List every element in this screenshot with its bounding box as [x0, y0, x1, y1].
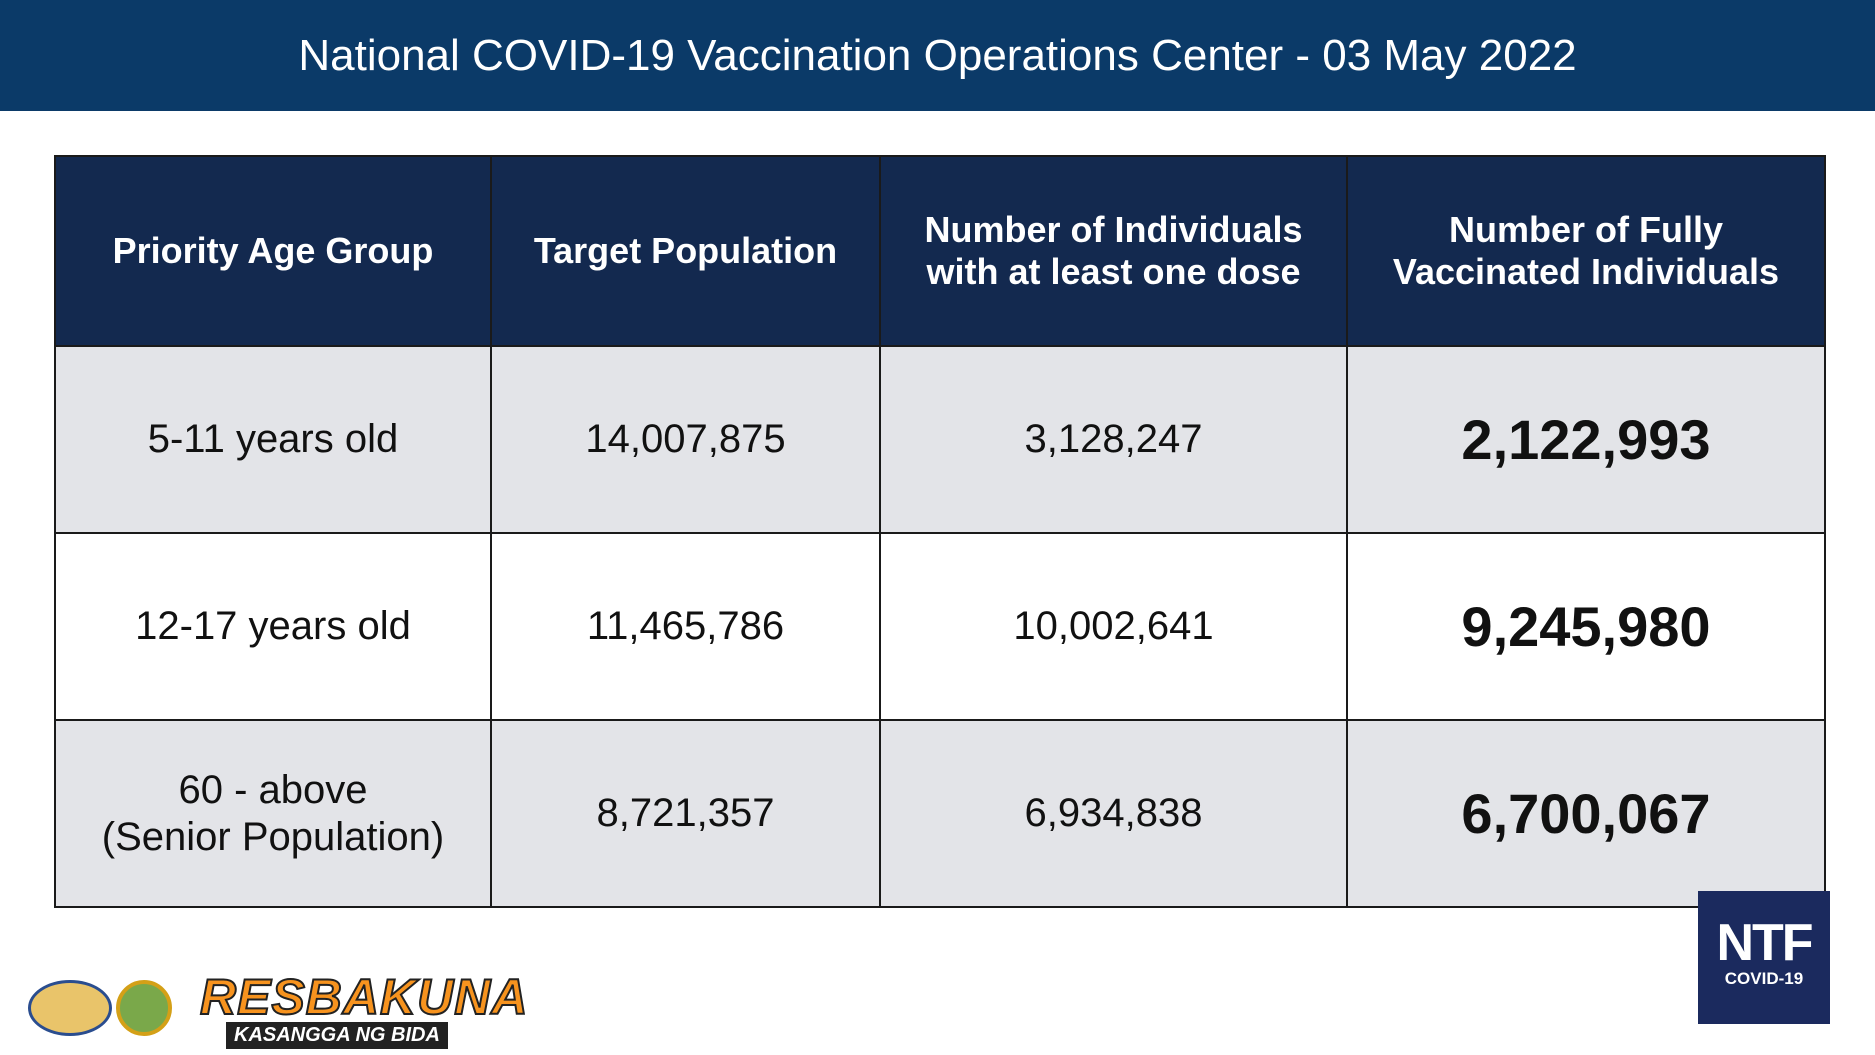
data-row: 60 - above (Senior Population) 8,721,357 6,…: [54, 719, 1826, 908]
number-cell: 14,007,875: [490, 345, 881, 534]
fully-vaccinated-cell: 2,122,993: [1346, 345, 1826, 534]
page-title: National COVID-19 Vaccination Operations…: [298, 30, 1577, 80]
column-header: Priority Age Group: [54, 155, 492, 347]
resbakuna-text: RESBAKUNA: [199, 969, 529, 1025]
ntf-text: NTF: [1716, 914, 1813, 972]
column-header: Target Population: [490, 155, 881, 347]
age-group-cell: 5-11 years old: [54, 345, 492, 534]
data-row: 12-17 years old 11,465,786 10,002,641 9,245…: [54, 532, 1826, 721]
column-header: Number of Fully Vaccinated Individuals: [1346, 155, 1826, 347]
age-group-cell: 60 - above (Senior Population): [54, 719, 492, 908]
header-row: Priority Age Group Target Population Numbe…: [54, 155, 1826, 347]
number-cell: 11,465,786: [490, 532, 881, 721]
column-header: Number of Individuals with at least one …: [879, 155, 1348, 347]
cell-line: 5-11 years old: [147, 417, 399, 461]
number-cell: 8,721,357: [490, 719, 881, 908]
resbakuna-tagline: KASANGGA NG BIDA: [226, 1022, 448, 1049]
cell-line: 12-17 years old: [135, 604, 411, 648]
ntf-subtext: COVID-19: [1724, 969, 1804, 988]
header-band: National COVID-19 Vaccination Operations…: [0, 0, 1875, 111]
vaccination-table: Priority Age Group Target Population Numbe…: [54, 155, 1826, 908]
cell-line: 60 - above: [178, 767, 368, 812]
resbakuna-logo: RESBAKUNA KASANGGA NG BIDA: [199, 969, 529, 1049]
number-cell: 3,128,247: [879, 345, 1348, 534]
number-cell: 6,934,838: [879, 719, 1348, 908]
cell-line: (Senior Population): [101, 814, 445, 859]
fully-vaccinated-cell: 9,245,980: [1346, 532, 1826, 721]
bida-logo: [28, 980, 112, 1036]
ntf-logo: NTF COVID-19: [1698, 891, 1830, 1024]
fully-vaccinated-cell: 6,700,067: [1346, 719, 1826, 908]
doh-seal: [116, 980, 172, 1036]
number-cell: 10,002,641: [879, 532, 1348, 721]
data-row: 5-11 years old 14,007,875 3,128,247 2,122,9…: [54, 345, 1826, 534]
age-group-cell: 12-17 years old: [54, 532, 492, 721]
